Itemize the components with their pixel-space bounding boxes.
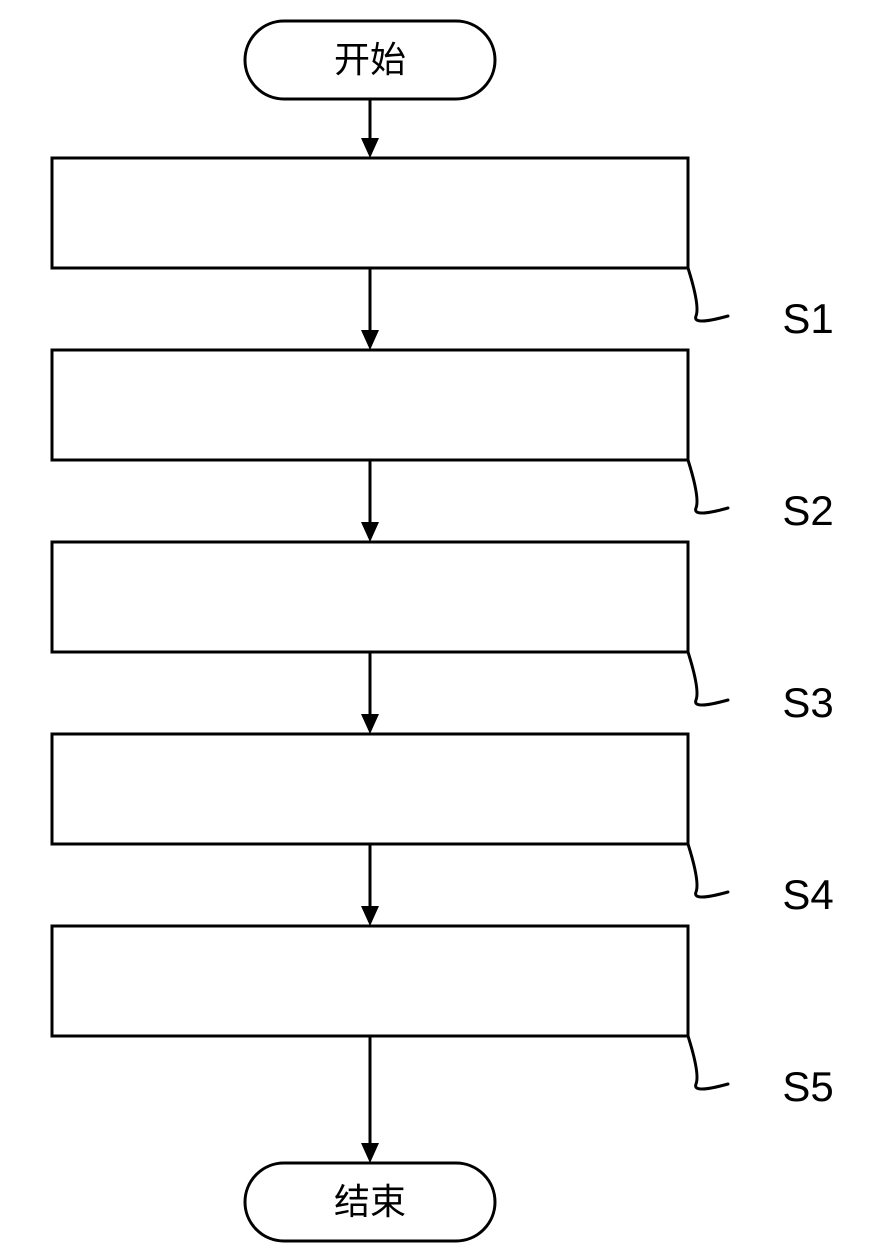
step-id-label: S5 [782, 1063, 833, 1110]
terminal-end: 结束 [245, 1163, 495, 1241]
step-id-label: S4 [782, 871, 833, 918]
step-id-label: S2 [782, 487, 833, 534]
flowchart-canvas: 开始 S1 S2 S3 S4 S5 结束 [0, 0, 873, 1259]
terminal-end-label: 结束 [334, 1182, 406, 1222]
terminal-start: 开始 [245, 21, 495, 99]
terminal-start-label: 开始 [334, 40, 406, 80]
step-id-label: S3 [782, 679, 833, 726]
step-id-label: S1 [782, 295, 833, 342]
